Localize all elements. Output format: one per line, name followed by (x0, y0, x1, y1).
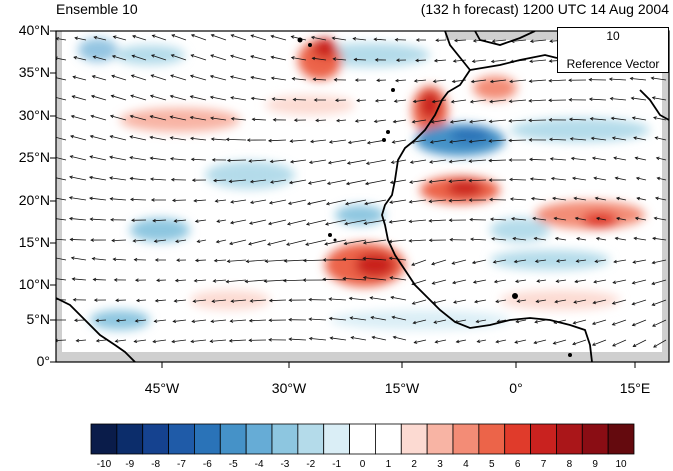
colorbar-label: -6 (202, 459, 212, 470)
lat-label: 30°N (18, 107, 50, 123)
colorbar-swatch (245, 423, 273, 455)
colorbar-swatch (90, 423, 118, 455)
lon-label: 0° (509, 380, 523, 396)
colorbar-label: 7 (540, 459, 547, 470)
colorbar-swatch (400, 423, 428, 455)
colorbar-label: -5 (228, 459, 238, 470)
colorbar-label: -10 (96, 459, 112, 470)
colorbar-swatch (375, 423, 402, 455)
colorbar-swatch (168, 423, 195, 455)
colorbar-swatch (219, 423, 247, 455)
colorbar-swatch (297, 423, 325, 455)
colorbar-label: 0 (359, 459, 366, 470)
colorbar-swatch (116, 423, 144, 455)
domain-edge-left (56, 31, 62, 362)
lat-label: 25°N (18, 149, 50, 165)
colorbar-label: 8 (566, 459, 573, 470)
reference-vector-label: Reference Vector (566, 57, 660, 71)
colorbar-label: 5 (489, 459, 495, 470)
colorbar-label: 6 (514, 459, 521, 470)
reference-vector-value: 10 (606, 29, 620, 43)
colorbar-swatch (581, 423, 609, 455)
lat-label: 15°N (18, 234, 50, 250)
lat-label: 5°N (26, 311, 51, 327)
colorbar-label: -7 (177, 459, 186, 470)
colorbar-swatch (426, 423, 454, 455)
colorbar-swatch (323, 423, 350, 455)
colorbar-swatch (194, 423, 221, 455)
map-frame (56, 31, 669, 362)
coastline-red-sea (639, 89, 669, 121)
lat-label: 20°N (18, 192, 50, 208)
colorbar-label: 10 (615, 459, 627, 470)
coastline-iberia (474, 31, 536, 46)
colorbar-label: 3 (437, 459, 443, 470)
colorbar-swatch (349, 423, 376, 455)
colorbar-label: -9 (125, 459, 135, 470)
colorbar-label: -4 (254, 459, 264, 470)
plot-title-right: (132 h forecast) 1200 UTC 14 Aug 2004 (420, 1, 669, 17)
colorbar-label: 1 (385, 459, 392, 470)
anomaly-shading (78, 38, 650, 330)
colorbar-label: -8 (151, 459, 161, 470)
lat-label: 0° (36, 353, 50, 369)
lat-label: 10°N (18, 276, 50, 292)
colorbar-label: -3 (280, 459, 290, 470)
coastline-south-america (56, 297, 136, 362)
colorbar-swatch (452, 423, 480, 455)
lon-label: 15°E (619, 380, 651, 396)
colorbar-label: 2 (411, 459, 417, 470)
colorbar-label: 4 (463, 459, 469, 470)
axis-ticks (50, 30, 636, 368)
plot-title-left: Ensemble 10 (56, 1, 138, 17)
coastline-africa (381, 31, 593, 362)
lon-label: 45°W (144, 380, 180, 396)
lon-label: 15°W (384, 380, 420, 396)
colorbar-swatch (142, 423, 169, 455)
colorbar-swatch (530, 423, 557, 455)
colorbar-swatch (504, 423, 531, 455)
lat-label: 35°N (18, 64, 50, 80)
domain-edge-bottom (56, 352, 669, 362)
lat-label: 40°N (18, 22, 50, 38)
colorbar (90, 423, 635, 455)
lon-label: 30°W (271, 380, 307, 396)
reference-vector-box: 10 Reference Vector (557, 27, 669, 73)
colorbar-label: -1 (332, 459, 342, 470)
colorbar-swatch (271, 423, 299, 455)
islands (297, 37, 572, 357)
coastline-mediterranean (469, 54, 558, 71)
colorbar-swatch (607, 423, 635, 455)
colorbar-label: 9 (592, 459, 598, 470)
map-border (55, 30, 670, 363)
domain-edge-right (662, 31, 669, 362)
colorbar-label: -2 (306, 459, 316, 470)
colorbar-swatch (478, 423, 506, 455)
colorbar-swatch (556, 423, 583, 455)
